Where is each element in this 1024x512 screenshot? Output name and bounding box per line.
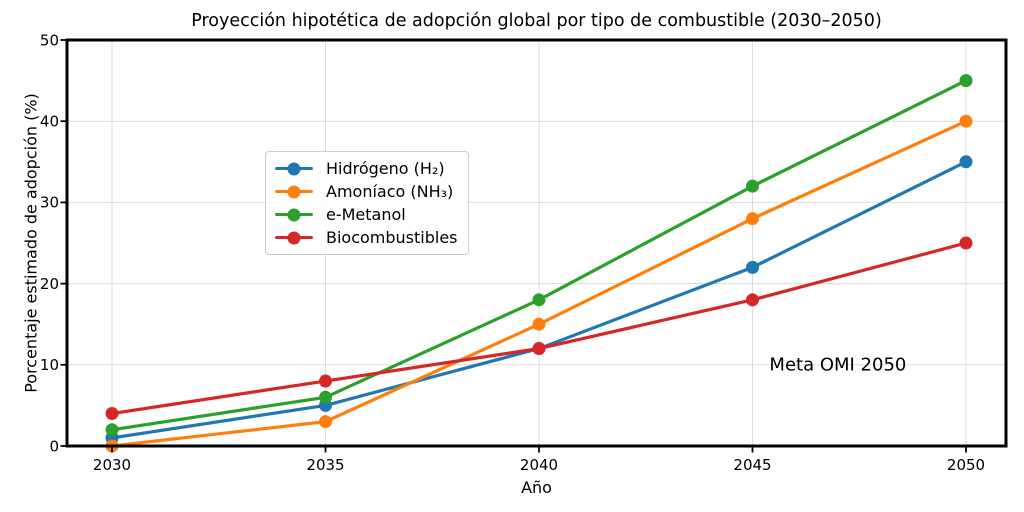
y-tick-label: 20 — [40, 275, 59, 293]
data-point-biocombustibles — [959, 236, 973, 250]
legend-label: Hidrógeno (H₂) — [326, 158, 445, 178]
data-point-e-metanol — [105, 423, 119, 437]
data-point-hidr-geno-h — [746, 260, 759, 274]
x-tick-label: 2045 — [733, 456, 771, 474]
legend-marker-icon — [287, 185, 301, 198]
legend-label: Amoníaco (NH₃) — [326, 181, 454, 201]
legend-line-sample — [275, 208, 313, 221]
legend-marker-icon — [287, 208, 301, 221]
data-point-biocombustibles — [319, 374, 332, 388]
plot-border — [65, 38, 1008, 448]
y-tick-label: 10 — [40, 356, 59, 374]
chart-title: Proyección hipotética de adopción global… — [191, 11, 882, 31]
legend-marker-icon — [287, 162, 301, 175]
data-point-hidr-geno-h — [959, 155, 973, 169]
data-point-e-metanol — [319, 390, 332, 404]
legend-label: e-Metanol — [326, 204, 406, 224]
legend-item-hidr-geno-h: Hidrógeno (H₂) — [275, 159, 459, 178]
legend-line-sample — [275, 162, 313, 175]
data-point-biocombustibles — [746, 293, 759, 307]
legend-label: Biocombustibles — [326, 227, 458, 247]
legend-marker-icon — [287, 231, 301, 244]
x-tick-label: 2050 — [947, 456, 985, 474]
data-point-amon-aco-nh — [319, 415, 332, 429]
data-point-amon-aco-nh — [746, 212, 759, 226]
data-point-e-metanol — [959, 74, 973, 88]
legend-item-biocombustibles: Biocombustibles — [275, 228, 459, 247]
legend-line-sample — [275, 185, 313, 198]
data-point-amon-aco-nh — [959, 114, 973, 128]
legend: Hidrógeno (H₂) Amoníaco (NH₃) e-Metanol Bio… — [265, 151, 469, 255]
data-point-biocombustibles — [532, 342, 546, 356]
data-point-biocombustibles — [105, 407, 119, 421]
y-tick-label: 40 — [40, 113, 59, 131]
legend-item-amon-aco-nh: Amoníaco (NH₃) — [275, 182, 459, 201]
y-tick-label: 0 — [49, 437, 59, 455]
x-axis-label: Año — [521, 478, 552, 497]
legend-line-sample — [275, 231, 313, 244]
y-tick-label: 50 — [40, 31, 59, 49]
y-axis-label: Porcentaje estimado de adopción (%) — [21, 93, 41, 393]
data-point-e-metanol — [532, 293, 546, 307]
y-tick-label: 30 — [40, 194, 59, 212]
data-point-e-metanol — [746, 179, 759, 193]
legend-item-e-metanol: e-Metanol — [275, 205, 459, 224]
x-tick-label: 2035 — [306, 456, 344, 474]
annotation-meta-omi-2050: Meta OMI 2050 — [769, 354, 907, 376]
data-point-amon-aco-nh — [532, 317, 546, 331]
x-tick-label: 2030 — [93, 456, 131, 474]
x-tick-label: 2040 — [520, 456, 558, 474]
